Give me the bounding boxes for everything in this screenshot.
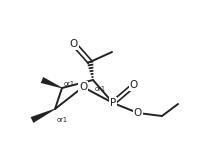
Text: O: O — [70, 39, 78, 49]
Polygon shape — [31, 109, 55, 123]
Text: or1: or1 — [57, 117, 68, 123]
Polygon shape — [41, 77, 62, 88]
Text: O: O — [130, 80, 138, 90]
Text: or1: or1 — [95, 86, 106, 92]
Text: O: O — [79, 82, 87, 92]
Text: or1: or1 — [64, 81, 75, 87]
Text: O: O — [134, 108, 142, 118]
Text: P: P — [110, 98, 116, 108]
